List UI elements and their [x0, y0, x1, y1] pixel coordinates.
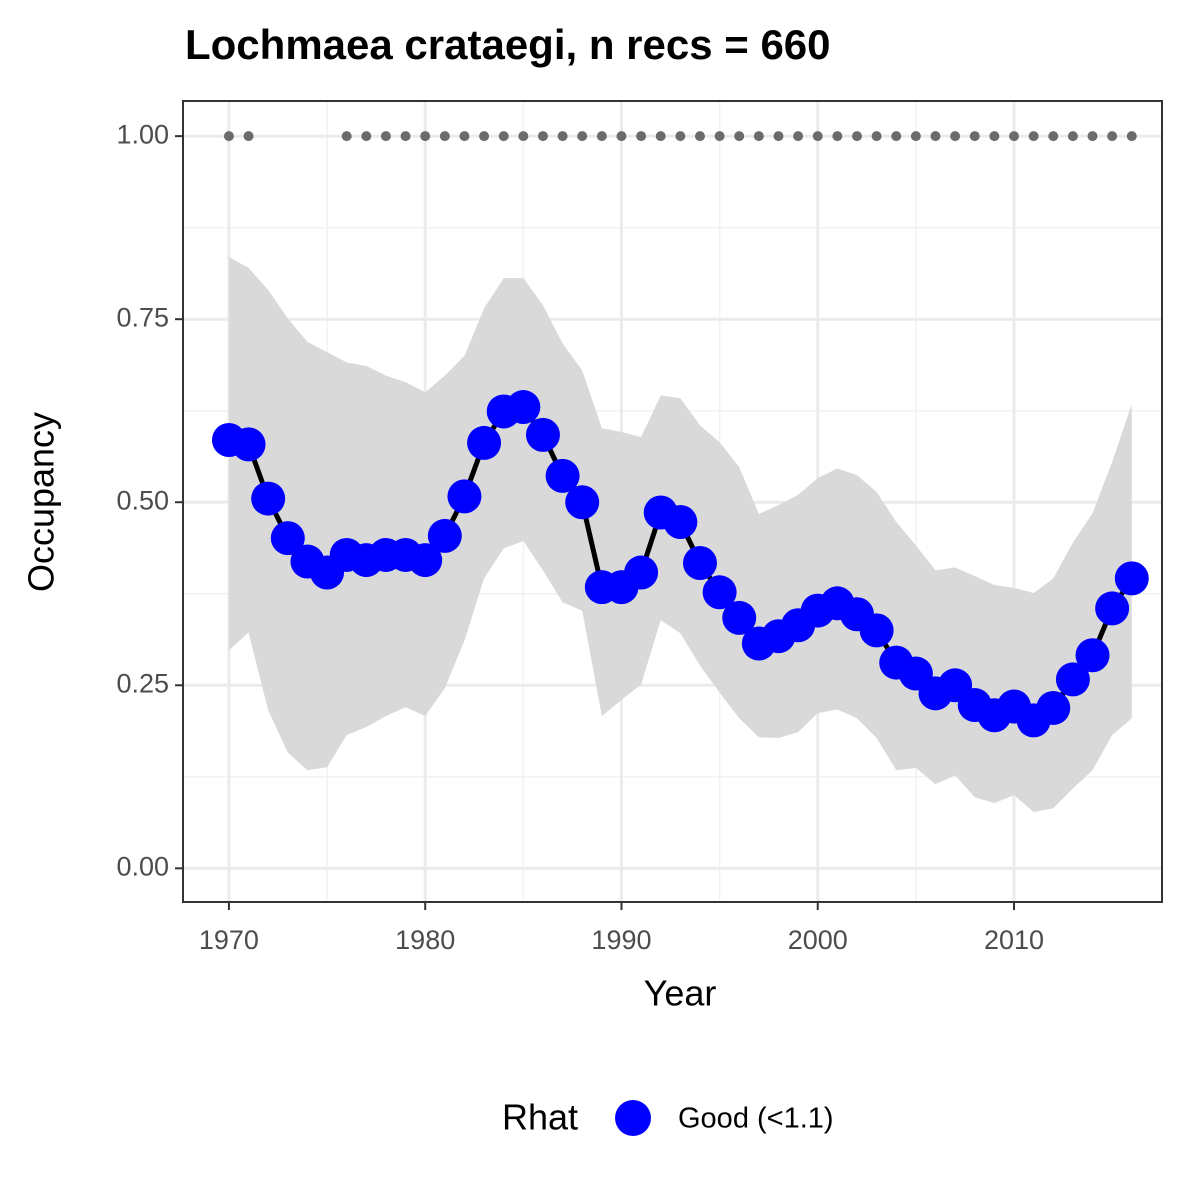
detection-dot — [734, 131, 745, 142]
x-tick-label: 2000 — [788, 925, 848, 955]
point — [427, 518, 462, 553]
y-tick-label: 1.00 — [116, 119, 169, 149]
point — [1095, 591, 1130, 626]
legend-label: Good (<1.1) — [678, 1103, 834, 1135]
detection-dot — [518, 131, 529, 142]
y-tick-label: 0.00 — [116, 851, 169, 881]
detection-dot — [694, 131, 705, 142]
point — [270, 521, 305, 556]
point — [467, 425, 502, 460]
point — [506, 390, 541, 425]
x-tick-label: 2010 — [984, 925, 1044, 955]
detection-dot — [930, 131, 941, 142]
detection-dot — [753, 131, 764, 142]
detection-dot — [1087, 131, 1098, 142]
detection-dot — [479, 131, 490, 142]
detection-dot — [557, 131, 568, 142]
detection-dot — [577, 131, 588, 142]
detection-dot — [714, 131, 725, 142]
detection-dot — [871, 131, 882, 142]
detection-dot — [361, 131, 372, 142]
detection-dot — [243, 131, 254, 142]
detection-dot — [655, 131, 666, 142]
point — [408, 543, 443, 578]
detection-dot — [1009, 131, 1020, 142]
point — [859, 613, 894, 648]
detection-dot — [223, 131, 234, 142]
point — [525, 417, 560, 452]
x-tick-label: 1970 — [199, 925, 259, 955]
detection-dot — [459, 131, 470, 142]
detection-dot — [537, 131, 548, 142]
detection-dot — [950, 131, 961, 142]
y-tick-label: 0.75 — [116, 302, 169, 332]
detection-dot — [793, 131, 804, 142]
detection-dot — [832, 131, 843, 142]
detection-dot — [851, 131, 862, 142]
detection-dot — [380, 131, 391, 142]
point — [447, 479, 482, 514]
chart-title: Lochmaea crataegi, n recs = 660 — [185, 21, 831, 68]
x-axis-title: Year — [644, 973, 717, 1014]
detection-dot — [812, 131, 823, 142]
detection-dot — [773, 131, 784, 142]
detection-dot — [400, 131, 411, 142]
point — [702, 575, 737, 610]
point — [1075, 638, 1110, 673]
point — [682, 546, 717, 581]
detection-dot — [341, 131, 352, 142]
detection-dot — [1028, 131, 1039, 142]
point — [565, 485, 600, 520]
detection-dot — [616, 131, 627, 142]
detection-dot — [439, 131, 450, 142]
point — [663, 505, 698, 540]
detection-dot — [1126, 131, 1137, 142]
detection-dot — [1048, 131, 1059, 142]
y-axis-title: Occupancy — [21, 412, 62, 592]
point — [251, 481, 286, 516]
detection-dot — [636, 131, 647, 142]
detection-dot — [498, 131, 509, 142]
point — [1055, 662, 1090, 697]
legend-title: Rhat — [502, 1097, 578, 1138]
detection-dot — [675, 131, 686, 142]
plot-border — [182, 100, 1163, 903]
point — [1114, 561, 1149, 596]
legend-key — [615, 1100, 651, 1136]
point — [624, 555, 659, 590]
detection-dot — [969, 131, 980, 142]
y-tick-label: 0.50 — [116, 485, 169, 515]
detection-dot — [910, 131, 921, 142]
detection-dot — [1107, 131, 1118, 142]
y-tick-label: 0.25 — [116, 668, 169, 698]
detection-dot — [1067, 131, 1078, 142]
x-tick-label: 1990 — [591, 925, 651, 955]
detection-dot — [989, 131, 1000, 142]
point — [722, 600, 757, 635]
detection-dot — [891, 131, 902, 142]
point — [1036, 690, 1071, 725]
detection-dot — [420, 131, 431, 142]
detection-dot — [596, 131, 607, 142]
point — [231, 427, 266, 462]
point — [545, 458, 580, 493]
x-tick-label: 1980 — [395, 925, 455, 955]
